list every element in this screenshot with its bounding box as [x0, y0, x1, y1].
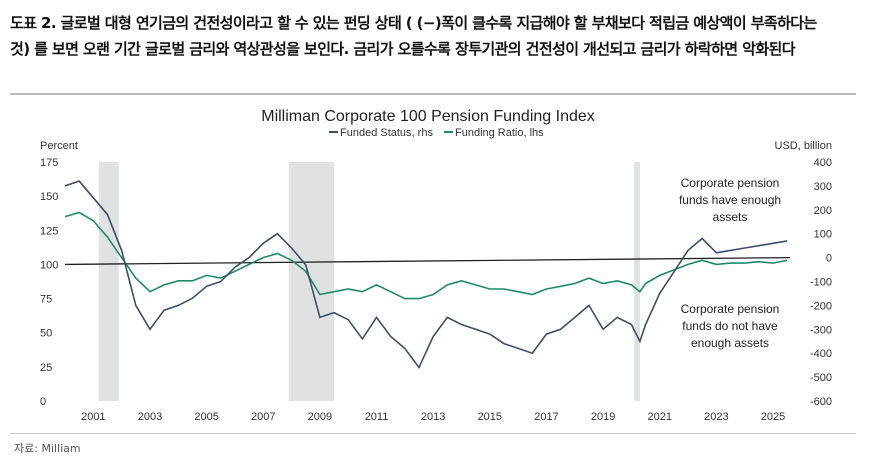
x-tick-label: 2003: [138, 411, 162, 423]
right-tick-label: -200: [810, 300, 832, 312]
left-axis-label: Percent: [40, 140, 78, 152]
left-tick-label: 75: [40, 294, 52, 306]
divider: [10, 93, 856, 95]
x-tick-label: 2013: [421, 411, 445, 423]
right-axis-label: USD, billion: [775, 140, 832, 152]
annotation-not-enough-assets: Corporate pension funds do not have enough…: [681, 302, 780, 350]
divider-bottom: [10, 433, 856, 434]
right-tick-label: 200: [814, 205, 832, 217]
right-tick-label: 300: [814, 181, 832, 193]
right-tick-label: 0: [826, 253, 832, 265]
right-tick-label: -600: [810, 396, 832, 408]
right-tick-label: 400: [814, 157, 832, 169]
left-tick-label: 175: [40, 157, 58, 169]
legend: Funded Status, rhs Funding Ratio, lhs: [329, 127, 544, 139]
x-tick-label: 2015: [478, 411, 502, 423]
x-tick-label: 2005: [194, 411, 218, 423]
x-tick-label: 2009: [308, 411, 332, 423]
x-tick-label: 2001: [81, 411, 105, 423]
recession-band: [634, 162, 640, 401]
figure-caption: 도표 2. 글로벌 대형 연기금의 건전성이라고 할 수 있는 펀딩 상태 ( …: [10, 14, 817, 58]
source-note: 자료: Milliam: [14, 442, 81, 455]
x-tick-label: 2017: [534, 411, 558, 423]
right-tick-label: 100: [814, 229, 832, 241]
left-tick-label: 100: [40, 259, 58, 271]
x-tick-label: 2021: [647, 411, 671, 423]
funding-ratio-line: [64, 211, 788, 300]
annotation-enough-assets: Corporate pension funds have enough assets: [679, 176, 781, 224]
left-tick-label: 50: [40, 328, 52, 340]
recession-band: [98, 162, 119, 401]
funding-index-chart: Milliman Corporate 100 Pension Funding I…: [40, 108, 832, 423]
reference-line: [64, 256, 791, 266]
right-tick-label: -100: [810, 277, 832, 289]
right-tick-label: -300: [810, 324, 832, 336]
funded-status-line: [64, 180, 788, 370]
x-tick-label: 2007: [251, 411, 275, 423]
x-tick-label: 2011: [365, 411, 389, 423]
legend-funded-status: Funded Status, rhs: [340, 127, 433, 139]
x-tick-label: 2023: [704, 411, 728, 423]
left-tick-label: 125: [40, 225, 58, 237]
x-tick-label: 2025: [761, 411, 785, 423]
left-tick-label: 0: [40, 396, 46, 408]
left-tick-label: 25: [40, 362, 52, 374]
left-tick-label: 150: [40, 191, 58, 203]
right-tick-label: -400: [810, 348, 832, 360]
chart-title: Milliman Corporate 100 Pension Funding I…: [261, 108, 595, 125]
legend-funding-ratio: Funding Ratio, lhs: [455, 127, 544, 139]
x-tick-label: 2019: [591, 411, 615, 423]
right-tick-label: -500: [810, 372, 832, 384]
